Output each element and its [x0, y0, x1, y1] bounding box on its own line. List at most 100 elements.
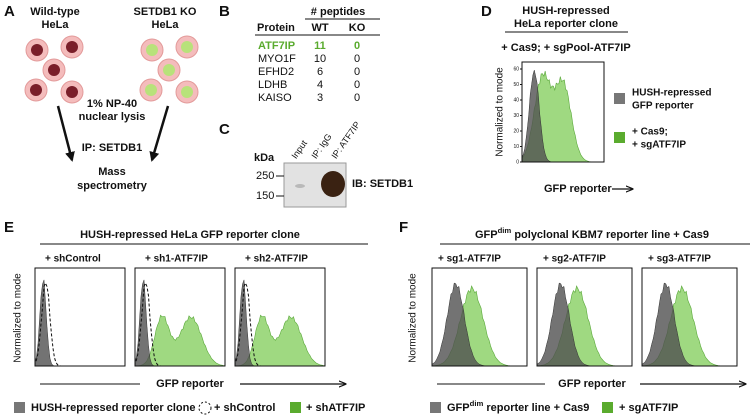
nucleus: [181, 41, 193, 53]
table-cell: 0: [354, 40, 360, 52]
plot-frame: [536, 267, 633, 367]
legend-swatch: [198, 401, 212, 415]
legend-label: + shControl: [214, 402, 275, 414]
axis-label: Normalized to mode: [495, 67, 506, 157]
condition-label: + sg2-ATF7IP: [543, 254, 606, 265]
histogram: [234, 314, 326, 367]
text-part: GFP: [447, 402, 470, 414]
table-header: KO: [349, 22, 366, 34]
condition-label: + sg3-ATF7IP: [648, 254, 711, 265]
step-label: IP: SETDB1: [82, 142, 143, 154]
table-cell: KAISO: [258, 92, 292, 104]
marker-label: 250: [256, 170, 274, 182]
superscript: dim: [470, 399, 484, 408]
lane-label: Input: [289, 138, 309, 161]
tick-label: 0: [516, 159, 519, 165]
step-label: 1% NP-40: [87, 98, 137, 110]
axis-label: Normalized to mode: [13, 273, 24, 363]
tick-label: 40: [513, 97, 519, 103]
plot-frame: [34, 267, 126, 367]
condition-label: + Cas9; + sgPool-ATF7IP: [501, 42, 630, 54]
table-cell: ATF7IP: [258, 40, 295, 52]
table-cell: LDHB: [258, 79, 287, 91]
tick-label: 60: [513, 66, 519, 72]
nucleus: [146, 44, 158, 56]
plot-frame: [431, 267, 528, 367]
histogram: [234, 281, 325, 367]
histogram: [134, 281, 225, 367]
table-cell: 6: [317, 66, 323, 78]
histogram: [34, 279, 125, 367]
band: [321, 171, 345, 197]
table-cell: 4: [317, 79, 323, 91]
legend-swatch: [430, 402, 441, 413]
arrow: [149, 105, 170, 162]
legend-swatch: [614, 93, 625, 104]
plot-frame: [234, 267, 326, 367]
legend-swatch: [290, 402, 301, 413]
nucleus: [66, 41, 78, 53]
table-cell: 10: [314, 53, 326, 65]
tick-label: 20: [513, 128, 519, 134]
histogram: [134, 314, 226, 367]
plot-frame: [641, 267, 738, 367]
nucleus: [181, 86, 193, 98]
panel-letter: F: [399, 219, 408, 236]
legend-swatch: [614, 132, 625, 143]
table-cell: MYO1F: [258, 53, 296, 65]
tick-label: 10: [513, 144, 519, 150]
legend-label: HUSH-repressed: [632, 88, 711, 99]
cell-label: HeLa: [152, 19, 180, 31]
nucleus: [31, 44, 43, 56]
legend-swatch: [14, 402, 25, 413]
arrow: [56, 105, 75, 162]
nucleus: [145, 84, 157, 96]
table-cell: 3: [317, 92, 323, 104]
axis-label: GFP reporter: [558, 378, 626, 390]
cell-label: Wild-type: [30, 6, 79, 18]
legend-swatch: [602, 402, 613, 413]
histogram: [34, 281, 125, 367]
step-label: Mass: [98, 166, 126, 178]
step-label: spectrometry: [77, 180, 148, 192]
blot-label: IB: SETDB1: [352, 178, 413, 190]
text-part: GFP: [475, 229, 498, 241]
step-label: nuclear lysis: [79, 111, 146, 123]
plot-frame: [134, 267, 226, 367]
table-cell: 0: [354, 53, 360, 65]
legend-label: + sgATF7IP: [632, 140, 686, 151]
nucleus: [48, 64, 60, 76]
axis-label: GFP reporter: [156, 378, 224, 390]
table-header: Protein: [257, 22, 295, 34]
nucleus: [163, 64, 175, 76]
legend-label: GFPdim reporter line + Cas9: [447, 399, 589, 414]
plot-frame: [521, 61, 605, 163]
panel-title: HeLa reporter clone: [514, 18, 618, 30]
lane-label: IP: ATF7IP: [329, 120, 362, 161]
axis-label: GFP reporter: [544, 183, 612, 195]
table-cell: 0: [354, 92, 360, 104]
table-cell: 0: [354, 66, 360, 78]
nucleus: [30, 84, 42, 96]
cell-label: HeLa: [42, 19, 70, 31]
marker-label: 150: [256, 190, 274, 202]
tick-label: 50: [513, 82, 519, 88]
band: [295, 184, 305, 188]
table-cell: EFHD2: [258, 66, 294, 78]
text-part: polyclonal KBM7 reporter line + Cas9: [511, 229, 709, 241]
legend-label: HUSH-repressed reporter clone: [31, 402, 195, 414]
nucleus: [66, 86, 78, 98]
unit-label: kDa: [254, 152, 275, 164]
text-part: reporter line + Cas9: [483, 402, 589, 414]
panel-letter: A: [4, 3, 15, 20]
panel-letter: B: [219, 3, 230, 20]
condition-label: + sh1-ATF7IP: [145, 254, 208, 265]
superscript: dim: [498, 226, 512, 235]
table-cell: 0: [354, 79, 360, 91]
table-header: # peptides: [311, 6, 365, 18]
legend-label: GFP reporter: [632, 101, 694, 112]
panel-letter: E: [4, 219, 14, 236]
axis-label: Normalized to mode: [408, 273, 419, 363]
